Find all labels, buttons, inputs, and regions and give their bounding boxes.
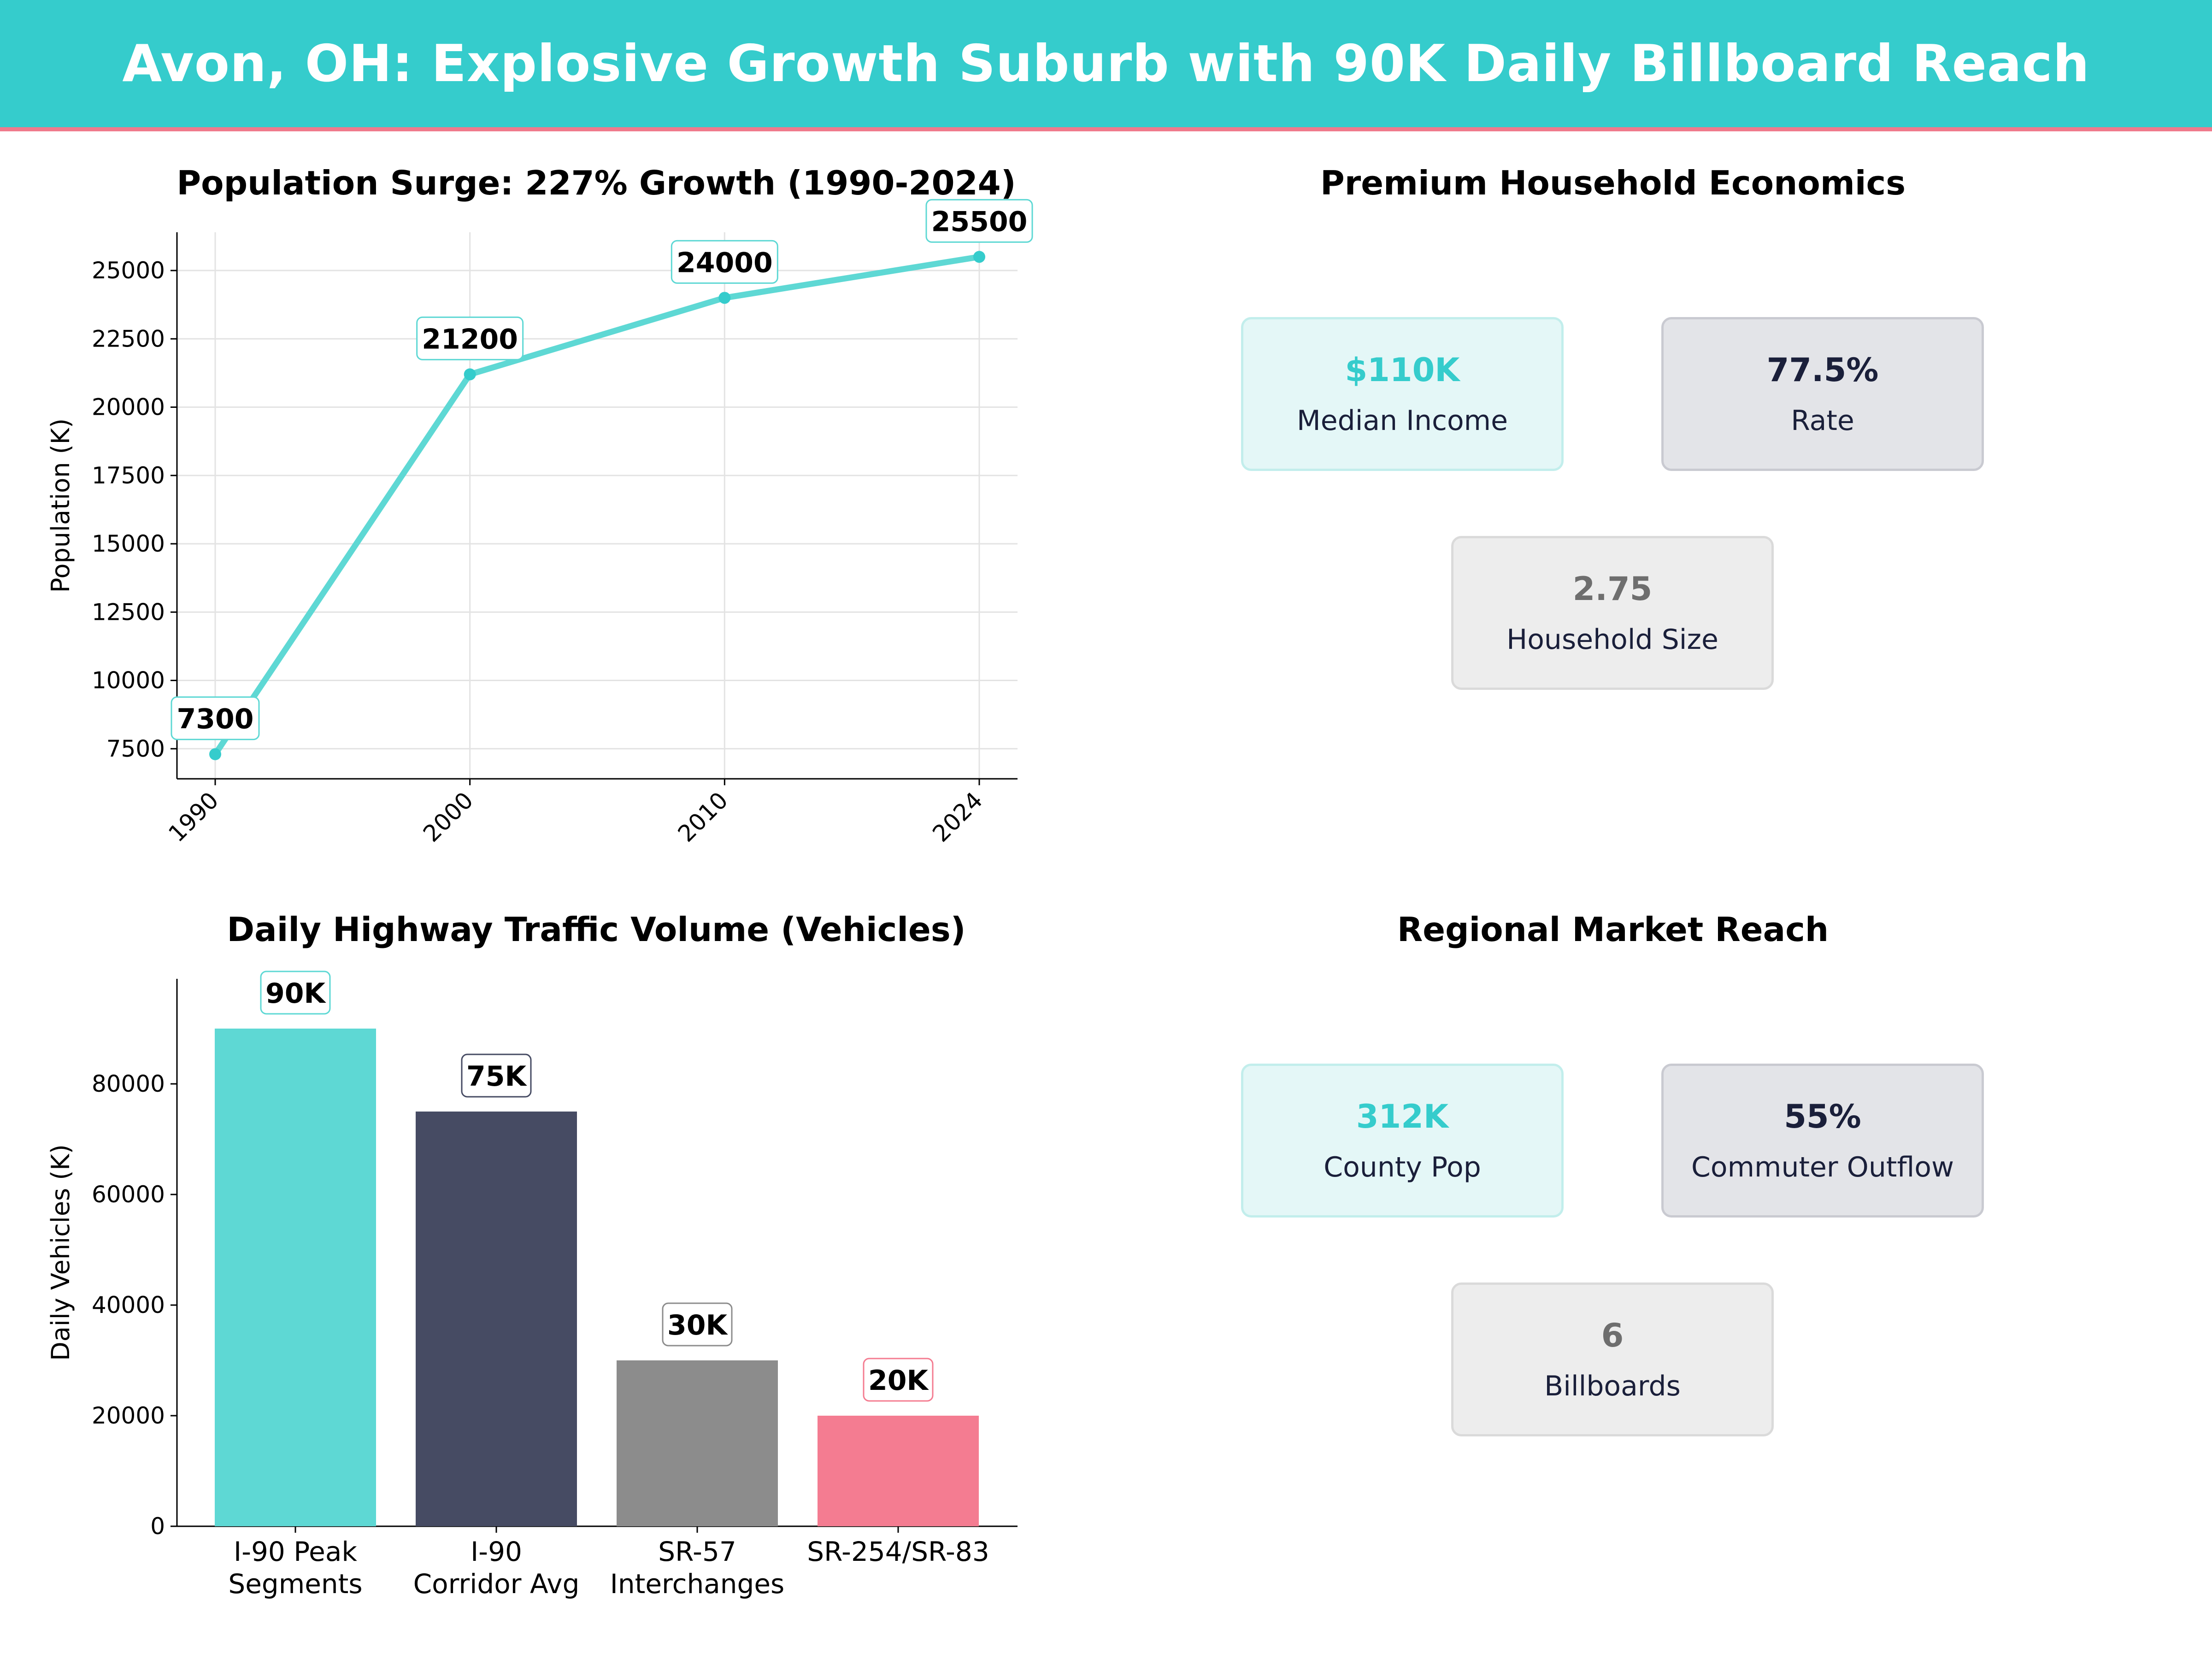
billboards-value: 6 — [1601, 1316, 1624, 1354]
data-label-box — [416, 316, 524, 360]
billboards-label: Billboards — [1544, 1370, 1681, 1402]
bar-value-label-box — [461, 1053, 532, 1098]
county-pop-card: 312K County Pop — [1241, 1064, 1564, 1218]
population-chart-title: Population Surge: 227% Growth (1990-2024… — [176, 164, 1016, 202]
commuter-outflow-card: 55% Commuter Outflow — [1661, 1064, 1984, 1218]
data-label-box — [925, 199, 1033, 243]
household-size-label: Household Size — [1506, 623, 1718, 656]
data-point — [973, 251, 985, 263]
x-tick-label: SR-57 — [658, 1536, 736, 1567]
bar-value-label: 30K — [667, 1309, 728, 1341]
data-label: 7300 — [177, 703, 254, 735]
data-point — [464, 368, 476, 381]
rate-card: 77.5% Rate — [1661, 317, 1984, 471]
x-tick-label: 2000 — [418, 787, 478, 847]
data-point — [209, 748, 221, 760]
bar — [818, 1416, 979, 1526]
x-tick-label: 1990 — [163, 787, 224, 847]
y-tick-label: 10000 — [92, 667, 165, 694]
county-pop-value: 312K — [1356, 1097, 1449, 1135]
y-tick-label: 7500 — [106, 735, 165, 762]
bar-value-label: 20K — [868, 1365, 929, 1397]
data-label-box — [171, 696, 260, 741]
commuter-outflow-value: 55% — [1784, 1097, 1861, 1135]
median-income-label: Median Income — [1296, 404, 1508, 437]
page-title: Avon, OH: Explosive Growth Suburb with 9… — [122, 34, 2090, 94]
y-tick-label: 25000 — [92, 257, 165, 284]
billboards-card: 6 Billboards — [1451, 1282, 1774, 1436]
y-tick-label: 80000 — [92, 1071, 165, 1097]
median-income-value: $110K — [1345, 351, 1460, 389]
household-size-card: 2.75 Household Size — [1451, 536, 1774, 690]
y-tick-label: 20000 — [92, 1402, 165, 1429]
traffic-bar-chart: 0 20000 40000 60000 80000 Daily Vehicles (K) I… — [46, 971, 1018, 1600]
commuter-outflow-label: Commuter Outflow — [1691, 1151, 1954, 1183]
bar-value-label-box — [863, 1358, 934, 1402]
rate-value: 77.5% — [1766, 351, 1879, 389]
bar — [617, 1360, 778, 1526]
y-axis-title: Daily Vehicles (K) — [46, 1144, 75, 1361]
data-point — [718, 292, 731, 304]
x-tick-label: Corridor Avg — [413, 1568, 580, 1600]
population-series-line — [212, 253, 982, 758]
y-tick-label: 12500 — [92, 599, 165, 625]
y-tick-label: 0 — [150, 1513, 165, 1540]
bar-value-label: 90K — [265, 977, 326, 1010]
header-banner: Avon, OH: Explosive Growth Suburb with 9… — [0, 0, 2212, 131]
x-tick-label: I-90 — [471, 1536, 522, 1567]
x-tick-label: I-90 Peak — [234, 1536, 357, 1567]
x-tick-label: SR-254/SR-83 — [807, 1536, 989, 1567]
bar-value-label-box — [260, 971, 331, 1015]
household-panel-title: Premium Household Economics — [1320, 164, 1906, 202]
x-tick-label: Interchanges — [610, 1568, 785, 1600]
y-tick-label: 40000 — [92, 1292, 165, 1318]
y-tick-label: 17500 — [92, 462, 165, 489]
y-tick-label: 60000 — [92, 1181, 165, 1208]
data-label: 24000 — [677, 247, 773, 279]
traffic-chart-title: Daily Highway Traffic Volume (Vehicles) — [227, 910, 966, 949]
bar-value-label: 75K — [466, 1060, 527, 1093]
median-income-card: $110K Median Income — [1241, 317, 1564, 471]
x-tick-label: 2010 — [673, 787, 733, 847]
household-size-value: 2.75 — [1572, 570, 1653, 608]
data-label-box — [671, 240, 778, 284]
population-line-chart: 7500 10000 12500 15000 17500 20000 22500 25000 1… — [46, 199, 1033, 847]
x-tick-label: Segments — [228, 1568, 362, 1600]
y-tick-label: 22500 — [92, 325, 165, 352]
x-tick-label: 2024 — [927, 787, 988, 847]
bar — [416, 1112, 577, 1526]
y-tick-label: 20000 — [92, 394, 165, 421]
bar — [215, 1029, 376, 1526]
data-label: 21200 — [422, 323, 518, 355]
bar-value-label-box — [662, 1302, 733, 1347]
y-tick-label: 15000 — [92, 530, 165, 557]
rate-label: Rate — [1791, 404, 1854, 437]
y-axis-title: Population (K) — [46, 418, 75, 593]
market-panel-title: Regional Market Reach — [1397, 910, 1829, 949]
county-pop-label: County Pop — [1324, 1151, 1481, 1183]
data-label: 25500 — [931, 206, 1028, 238]
